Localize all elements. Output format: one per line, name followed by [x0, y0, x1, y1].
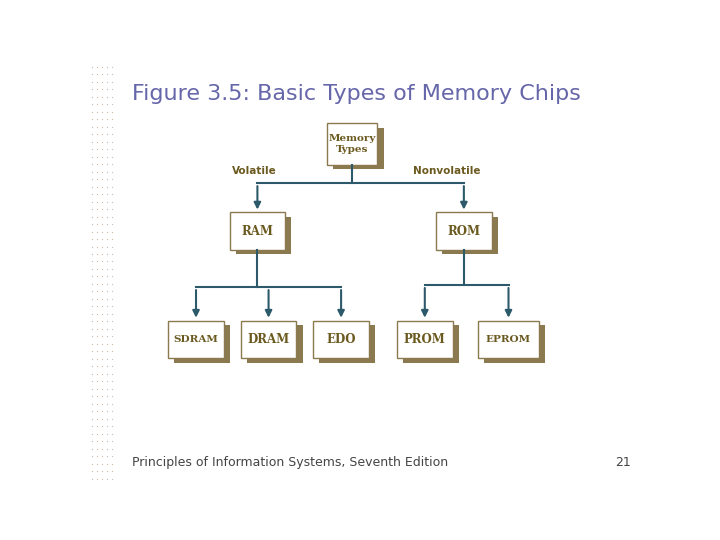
Text: SDRAM: SDRAM: [174, 335, 218, 344]
Bar: [478, 321, 539, 358]
Bar: [240, 321, 297, 358]
Bar: [484, 325, 545, 362]
Bar: [168, 321, 224, 358]
Text: Principles of Information Systems, Seventh Edition: Principles of Information Systems, Seven…: [132, 456, 448, 469]
Text: Figure 3.5: Basic Types of Memory Chips: Figure 3.5: Basic Types of Memory Chips: [132, 84, 581, 104]
Text: EPROM: EPROM: [486, 335, 531, 344]
Text: DRAM: DRAM: [248, 333, 289, 346]
Bar: [397, 321, 453, 358]
Text: RAM: RAM: [241, 225, 274, 238]
Text: Memory
Types: Memory Types: [328, 134, 376, 153]
Text: EDO: EDO: [326, 333, 356, 346]
Bar: [174, 325, 230, 362]
Bar: [403, 325, 459, 362]
Text: 21: 21: [616, 456, 631, 469]
Bar: [313, 321, 369, 358]
Bar: [436, 212, 492, 250]
Bar: [230, 212, 285, 250]
Bar: [320, 325, 375, 362]
Bar: [442, 217, 498, 254]
Bar: [235, 217, 292, 254]
Text: Volatile: Volatile: [233, 166, 277, 176]
Text: PROM: PROM: [404, 333, 446, 346]
Bar: [327, 123, 377, 165]
Text: Nonvolatile: Nonvolatile: [413, 166, 481, 176]
Text: ROM: ROM: [447, 225, 480, 238]
Bar: [247, 325, 302, 362]
Bar: [333, 127, 384, 169]
